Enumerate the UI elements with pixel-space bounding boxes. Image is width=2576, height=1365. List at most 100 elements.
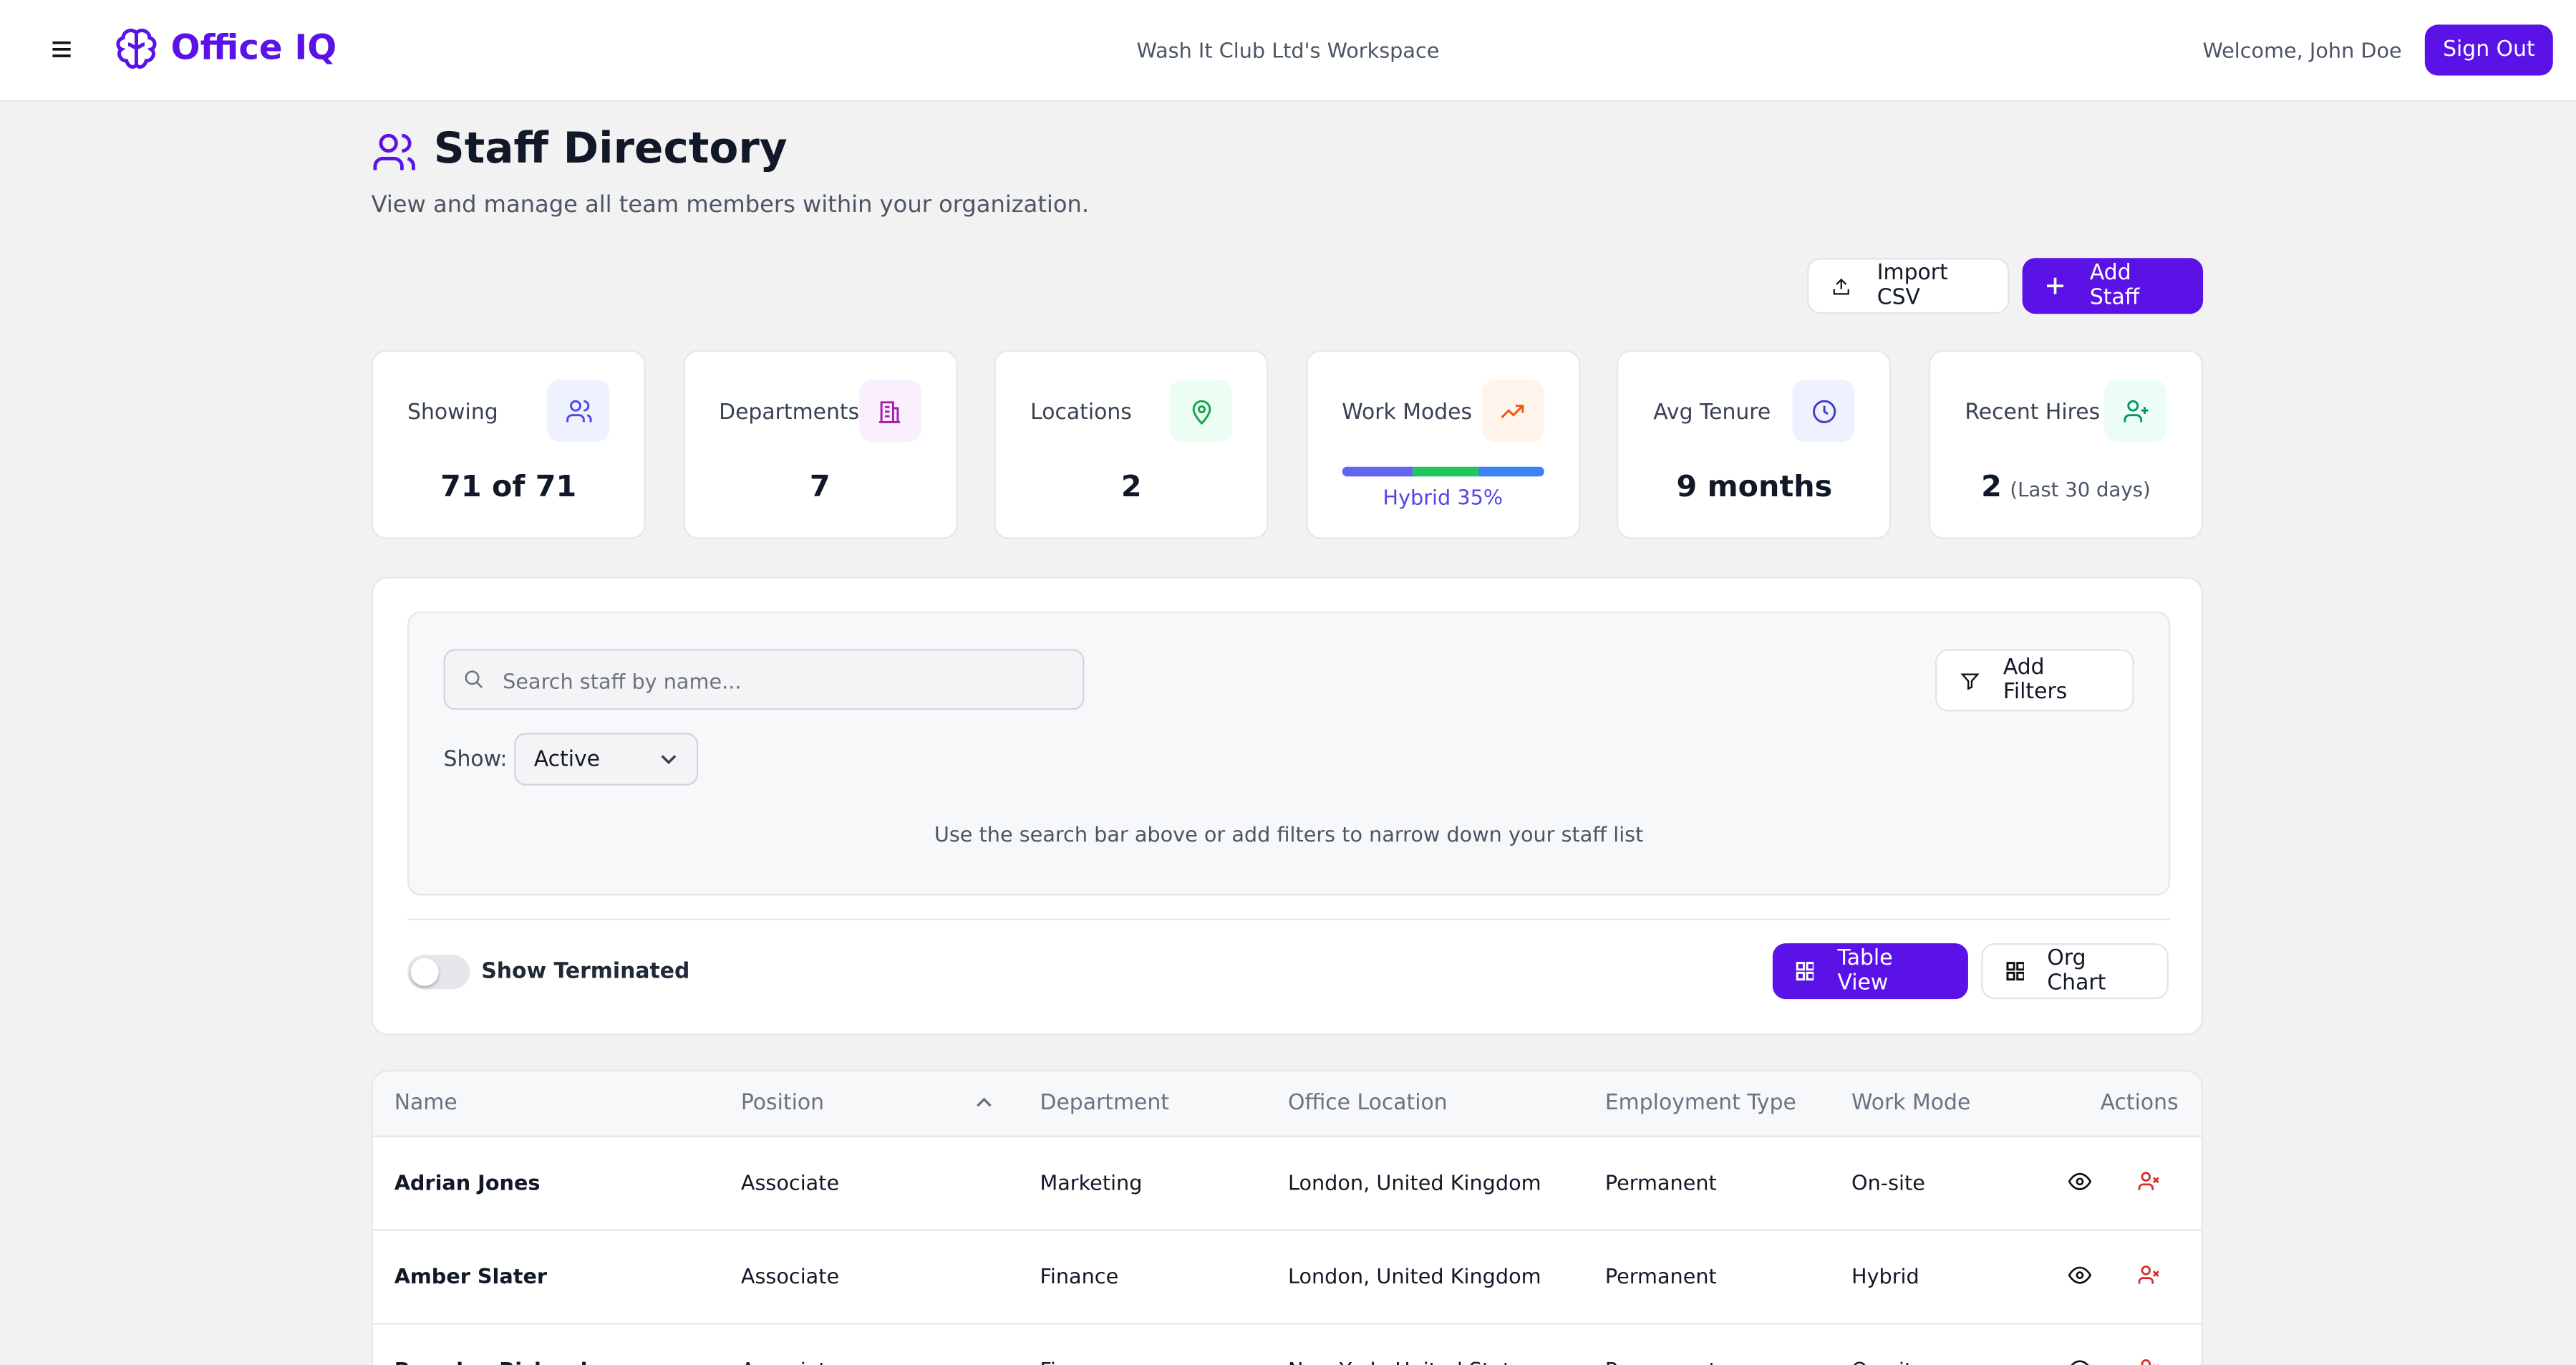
filter-panel: Search staff by name... Add Filters Show… bbox=[371, 577, 2204, 1036]
add-filters-button[interactable]: Add Filters bbox=[1935, 649, 2134, 712]
button-label: Table View bbox=[1837, 946, 1893, 996]
sort-indicator[interactable] bbox=[976, 1096, 992, 1107]
stat-value-row: 9 months bbox=[1619, 470, 1890, 504]
divider bbox=[407, 918, 2171, 920]
user-x-icon bbox=[2141, 1359, 2159, 1365]
cell: New York, United States bbox=[1288, 1357, 1534, 1365]
stat-value-row: 71 of 71 bbox=[373, 470, 644, 504]
stat-card: Avg Tenure 9 months bbox=[1617, 349, 1892, 539]
stat-card: Showing 71 of 71 bbox=[371, 349, 646, 539]
stat-icon bbox=[1481, 380, 1544, 443]
stat-value-row: 2 (Last 30 days) bbox=[1930, 470, 2202, 504]
show-label: Show: bbox=[443, 748, 508, 773]
column-header: Department bbox=[1040, 1091, 1170, 1116]
bar-segment bbox=[1342, 466, 1413, 477]
terminate-button[interactable] bbox=[2137, 1264, 2160, 1292]
stat-value: 7 bbox=[809, 470, 831, 505]
upload-icon bbox=[1833, 277, 1849, 294]
view-button[interactable] bbox=[2068, 1359, 2091, 1365]
stat-value: 2 bbox=[1120, 470, 1142, 505]
grid-icon bbox=[2006, 962, 2025, 981]
stat-label: Recent Hires bbox=[1965, 400, 2101, 426]
welcome-text: Welcome, John Doe bbox=[2202, 37, 2402, 63]
stat-card: Recent Hires 2 (Last 30 days) bbox=[1928, 349, 2204, 539]
menu-button[interactable] bbox=[51, 39, 72, 59]
column-header: Employment Type bbox=[1604, 1091, 1796, 1116]
icon bbox=[2123, 399, 2148, 422]
cell: Permanent bbox=[1604, 1263, 1717, 1288]
table-row: Adrian Jones Associate Marketing London, Un… bbox=[372, 1135, 2202, 1230]
select-value: Active bbox=[533, 748, 601, 773]
eye-icon bbox=[2068, 1266, 2092, 1284]
icon bbox=[1812, 399, 1836, 423]
title-icon bbox=[373, 133, 415, 170]
filter-icon bbox=[1960, 672, 1980, 690]
stat-icon bbox=[2104, 380, 2167, 443]
column-header: Name bbox=[394, 1091, 457, 1116]
cell: London, United Kingdom bbox=[1287, 1169, 1541, 1195]
button-label: Add Filters bbox=[2003, 655, 2068, 705]
cell: On-site bbox=[1851, 1357, 1925, 1365]
cell: Finance bbox=[1040, 1357, 1118, 1365]
stat-label: Showing bbox=[407, 400, 498, 426]
stat-card: Work Modes Hybrid 35% bbox=[1305, 349, 1580, 539]
cell: Marketing bbox=[1040, 1169, 1143, 1195]
icon bbox=[1501, 404, 1524, 418]
org-chart-button[interactable]: Org Chart bbox=[1981, 943, 2169, 1000]
page-title: Staff Directory bbox=[433, 125, 788, 175]
top-bar: Office IQ Wash It Club Ltd's Workspace W… bbox=[0, 0, 2576, 102]
toggle-label: Show Terminated bbox=[481, 960, 690, 985]
stat-label: Departments bbox=[719, 400, 860, 426]
cell: Amber Slater bbox=[394, 1263, 548, 1288]
stat-label: Avg Tenure bbox=[1653, 400, 1771, 426]
stat-value: 9 months bbox=[1676, 470, 1833, 505]
stat-note: (Last 30 days) bbox=[2010, 478, 2151, 501]
view-button[interactable] bbox=[2068, 1265, 2092, 1290]
terminate-button[interactable] bbox=[2137, 1357, 2160, 1365]
cell: Permanent bbox=[1605, 1357, 1717, 1365]
show-terminated-toggle[interactable] bbox=[407, 955, 470, 990]
stat-value: 2 bbox=[1981, 470, 2002, 505]
column-header: Actions bbox=[2100, 1091, 2179, 1116]
stat-value: 71 of 71 bbox=[440, 470, 577, 505]
table-row: Brandon Richards Associate Finance New York… bbox=[372, 1323, 2202, 1365]
bar-segment bbox=[1412, 466, 1480, 477]
brand-name[interactable]: Office IQ bbox=[170, 28, 337, 68]
sign-out-button[interactable]: Sign Out bbox=[2424, 24, 2553, 76]
cell: Finance bbox=[1040, 1263, 1119, 1288]
stat-value-row: 7 bbox=[684, 470, 956, 504]
eye-icon bbox=[2071, 1360, 2089, 1365]
cell: London, United Kingdom bbox=[1287, 1263, 1541, 1288]
cell: Associate bbox=[740, 1263, 840, 1288]
add-staff-button[interactable]: Add Staff bbox=[2022, 258, 2204, 314]
brand-logo bbox=[116, 29, 157, 69]
import-csv-button[interactable]: Import CSV bbox=[1807, 258, 2010, 314]
button-label: Sign Out bbox=[2443, 37, 2535, 63]
button-label: Import CSV bbox=[1877, 261, 1948, 311]
eye-icon bbox=[2068, 1172, 2092, 1190]
cell: Hybrid bbox=[1851, 1263, 1919, 1288]
search-input[interactable]: Search staff by name... bbox=[443, 649, 1085, 710]
bar-segment bbox=[1479, 466, 1544, 477]
stat-icon bbox=[1793, 380, 1856, 443]
stat-card: Locations 2 bbox=[994, 349, 1269, 539]
button-label: Org Chart bbox=[2047, 946, 2106, 996]
cell: Adrian Jones bbox=[394, 1169, 541, 1195]
stat-label: Work Modes bbox=[1342, 400, 1473, 426]
stat-icon bbox=[858, 380, 921, 443]
view-button[interactable] bbox=[2068, 1172, 2092, 1196]
stat-icon bbox=[1170, 380, 1233, 443]
cell: On-site bbox=[1851, 1169, 1925, 1195]
status-select[interactable]: Active bbox=[514, 733, 699, 786]
stat-value-row: 2 bbox=[996, 470, 1267, 504]
table-view-button[interactable]: Table View bbox=[1772, 943, 1968, 1000]
terminate-button[interactable] bbox=[2137, 1170, 2160, 1198]
filter-hint: Use the search bar above or add filters … bbox=[934, 821, 1644, 847]
page-subtitle: View and manage all team members within … bbox=[371, 192, 1090, 219]
grid-icon bbox=[1796, 962, 1815, 981]
user-x-icon bbox=[2138, 1172, 2159, 1190]
workspace-name: Wash It Club Ltd's Workspace bbox=[1136, 37, 1440, 63]
